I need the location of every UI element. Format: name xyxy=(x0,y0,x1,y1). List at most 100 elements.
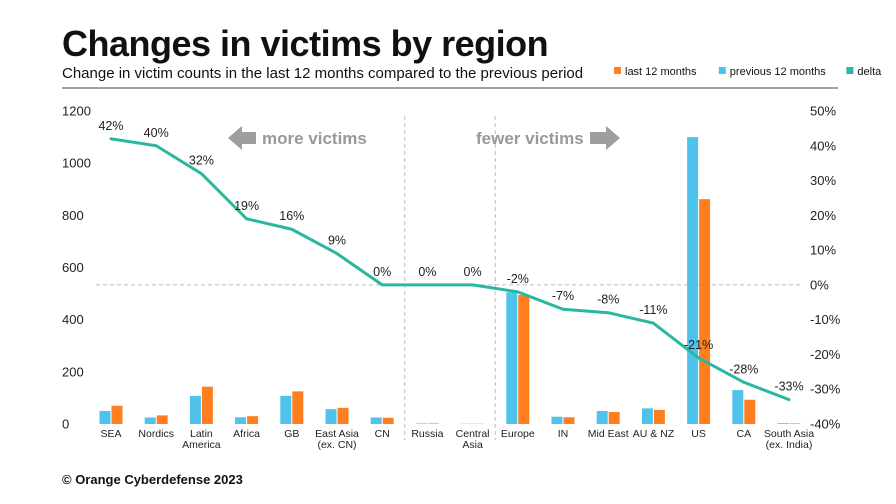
y-left-tick: 600 xyxy=(62,260,84,275)
y-right-tick: 40% xyxy=(810,138,836,153)
x-category-label: (ex. CN) xyxy=(317,439,356,451)
y-right-tick: -10% xyxy=(810,312,841,327)
y-right-tick: 30% xyxy=(810,173,836,188)
x-category-label: Russia xyxy=(411,428,443,440)
x-category-label: Europe xyxy=(501,428,535,440)
legend-label-0: last 12 months xyxy=(625,66,697,78)
x-category-label: East Asia xyxy=(315,428,359,440)
y-left-tick: 1200 xyxy=(62,104,91,119)
x-category-label: America xyxy=(182,439,221,451)
bar-last-12-months xyxy=(427,423,439,424)
y-right-tick: -30% xyxy=(810,382,841,397)
bar-previous-12-months xyxy=(280,395,292,424)
delta-data-label: 32% xyxy=(189,154,214,168)
bar-last-12-months xyxy=(518,294,530,424)
bar-previous-12-months xyxy=(235,417,247,424)
legend-swatch-0 xyxy=(614,67,621,74)
bar-previous-12-months xyxy=(415,423,427,424)
delta-data-label: 0% xyxy=(418,265,436,279)
legend-swatch-1 xyxy=(718,67,726,74)
bar-previous-12-months xyxy=(777,423,789,424)
plot-area: 0 200 400 600 800 1000 1200 -40% -30% -20% -10% 0% 1… xyxy=(62,104,841,452)
delta-data-label: 9% xyxy=(328,234,346,248)
delta-data-label: -28% xyxy=(729,362,758,376)
delta-data-label: -21% xyxy=(684,338,713,352)
bar-last-12-months xyxy=(699,199,711,424)
bar-last-12-months xyxy=(292,391,304,424)
x-category-label: South Asia xyxy=(764,428,814,440)
delta-data-label: -7% xyxy=(552,289,574,303)
x-category-label: SEA xyxy=(100,428,121,440)
bar-previous-12-months xyxy=(732,390,744,424)
arrow-right-icon xyxy=(590,126,620,150)
bar-last-12-months xyxy=(608,412,620,424)
arrow-left-icon xyxy=(228,126,256,150)
x-category-label: Latin xyxy=(190,428,213,440)
bar-last-12-months xyxy=(247,416,259,424)
x-category-label: US xyxy=(691,428,706,440)
delta-data-label: 0% xyxy=(373,265,391,279)
y-left-tick: 800 xyxy=(62,208,84,223)
y-left-tick: 200 xyxy=(62,364,84,379)
bar-last-12-months xyxy=(744,399,756,424)
delta-data-label: 16% xyxy=(279,209,304,223)
delta-data-label: 40% xyxy=(144,126,169,140)
bar-last-12-months xyxy=(382,417,394,424)
x-category-label: GB xyxy=(284,428,299,440)
y-right-tick: 20% xyxy=(810,208,836,223)
x-category-label: Mid East xyxy=(588,428,629,440)
x-category-label: Africa xyxy=(233,428,260,440)
y-right-tick: 50% xyxy=(810,104,836,119)
x-category-label: Central xyxy=(456,428,490,440)
annotation-more-victims: more victims xyxy=(262,129,367,148)
y-left-tick: 0 xyxy=(62,417,69,432)
legend: last 12 months previous 12 months delta xyxy=(614,66,882,78)
y-right-tick: -20% xyxy=(810,347,841,362)
bar-previous-12-months xyxy=(506,292,518,424)
legend-swatch-2 xyxy=(846,67,854,74)
y-right-tick: 0% xyxy=(810,277,829,292)
bar-last-12-months xyxy=(653,409,665,424)
delta-data-label: 19% xyxy=(234,199,259,213)
delta-data-label: -33% xyxy=(774,380,803,394)
y-left-tick: 400 xyxy=(62,312,84,327)
bar-previous-12-months xyxy=(325,409,337,424)
bar-last-12-months xyxy=(563,417,575,424)
delta-line xyxy=(109,137,791,402)
x-category-label: CN xyxy=(375,428,390,440)
bar-last-12-months xyxy=(111,405,123,424)
bar-last-12-months xyxy=(789,423,801,424)
bar-last-12-months xyxy=(337,407,349,424)
bar-last-12-months xyxy=(201,386,213,424)
chart-subtitle: Change in victim counts in the last 12 m… xyxy=(62,65,583,82)
delta-data-label: -8% xyxy=(597,293,619,307)
legend-label-2: delta xyxy=(857,66,882,78)
y-right-tick: -40% xyxy=(810,417,841,432)
x-category-label: Nordics xyxy=(138,428,174,440)
bar-previous-12-months xyxy=(144,417,156,424)
bar-last-12-months xyxy=(156,415,168,424)
x-category-label: IN xyxy=(558,428,569,440)
x-category-label: (ex. India) xyxy=(766,439,813,451)
bar-previous-12-months xyxy=(687,137,699,425)
bar-previous-12-months xyxy=(641,408,653,424)
footer-copyright: © Orange Cyberdefense 2023 xyxy=(62,472,243,487)
bar-previous-12-months xyxy=(596,410,608,424)
x-category-label: CA xyxy=(737,428,752,440)
bar-previous-12-months xyxy=(551,416,563,424)
x-category-label: AU & NZ xyxy=(633,428,675,440)
legend-label-1: previous 12 months xyxy=(730,66,826,78)
bar-previous-12-months xyxy=(370,417,382,424)
bar-previous-12-months xyxy=(189,395,201,424)
delta-data-label: -11% xyxy=(639,303,667,317)
chart-title: Changes in victims by region xyxy=(62,23,548,64)
annotation-fewer-victims: fewer victims xyxy=(476,129,584,148)
delta-data-label: 42% xyxy=(98,119,123,133)
y-left-tick: 1000 xyxy=(62,156,91,171)
delta-data-label: 0% xyxy=(464,265,482,279)
y-right-tick: 10% xyxy=(810,243,836,258)
bar-previous-12-months xyxy=(99,410,111,424)
delta-data-label: -2% xyxy=(507,272,529,286)
